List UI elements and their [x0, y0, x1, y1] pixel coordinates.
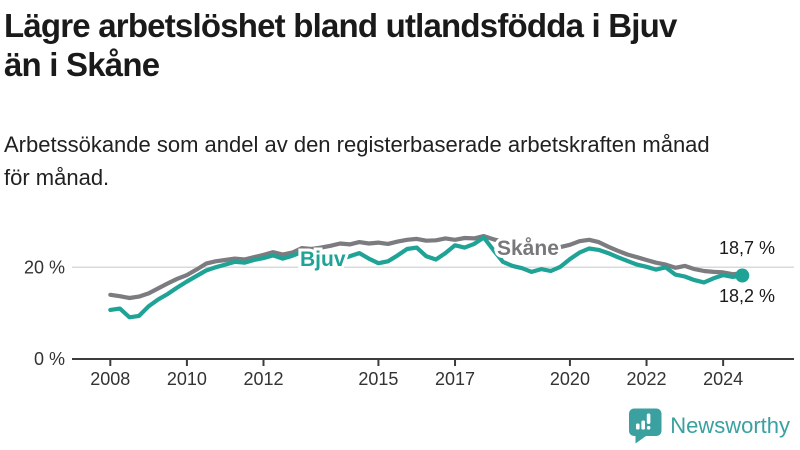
newsworthy-logo-icon: [629, 408, 662, 444]
subtitle-line-2: för månad.: [4, 165, 110, 190]
series-line-skne: [108, 234, 745, 301]
y-axis-label-0: 0 %: [34, 349, 65, 369]
x-axis-label-2010: 2010: [167, 369, 207, 389]
series-label-skane: Skåne: [497, 237, 559, 260]
chart-lines-layer: 20 % 0 % 2008 2010 2012 2015 2017 2020 2022 2024: [24, 234, 794, 389]
end-value-label-skane: 18,7 %: [719, 238, 775, 258]
x-axis-label-2015: 2015: [358, 369, 398, 389]
title-line-1: Lägre arbetslöshet bland utlandsfödda i …: [4, 7, 677, 44]
series-line-bjuv: [108, 235, 745, 320]
end-value-label-bjuv: 18,2 %: [719, 286, 775, 306]
page-subtitle: Arbetssökande som andel av den registerb…: [4, 128, 796, 194]
chart-text-layer: Bjuv Skåne 18,7 % 18,2 %: [297, 234, 775, 306]
y-axis-label-20: 20 %: [24, 257, 65, 277]
x-axis-label-2012: 2012: [243, 369, 283, 389]
brand-name: Newsworthy: [670, 413, 790, 438]
subtitle-line-1: Arbetssökande som andel av den registerb…: [4, 132, 710, 157]
x-axis-label-2022: 2022: [627, 369, 667, 389]
brand-footer: Newsworthy: [629, 408, 790, 444]
x-axis-label-2020: 2020: [550, 369, 590, 389]
x-axis-label-2024: 2024: [703, 369, 743, 389]
series-label-bjuv: Bjuv: [300, 248, 346, 271]
unemployment-line-chart: 20 %0 %2008 2010 2012 2015 2017 2020 2022 2024 …: [24, 234, 794, 389]
page-title: Lägre arbetslöshet bland utlandsfödda i …: [4, 6, 796, 84]
title-line-2: än i Skåne: [4, 46, 160, 83]
x-axis-label-2017: 2017: [435, 369, 475, 389]
x-axis-label-2008: 2008: [90, 369, 130, 389]
end-dot-bjuv: [735, 268, 750, 283]
